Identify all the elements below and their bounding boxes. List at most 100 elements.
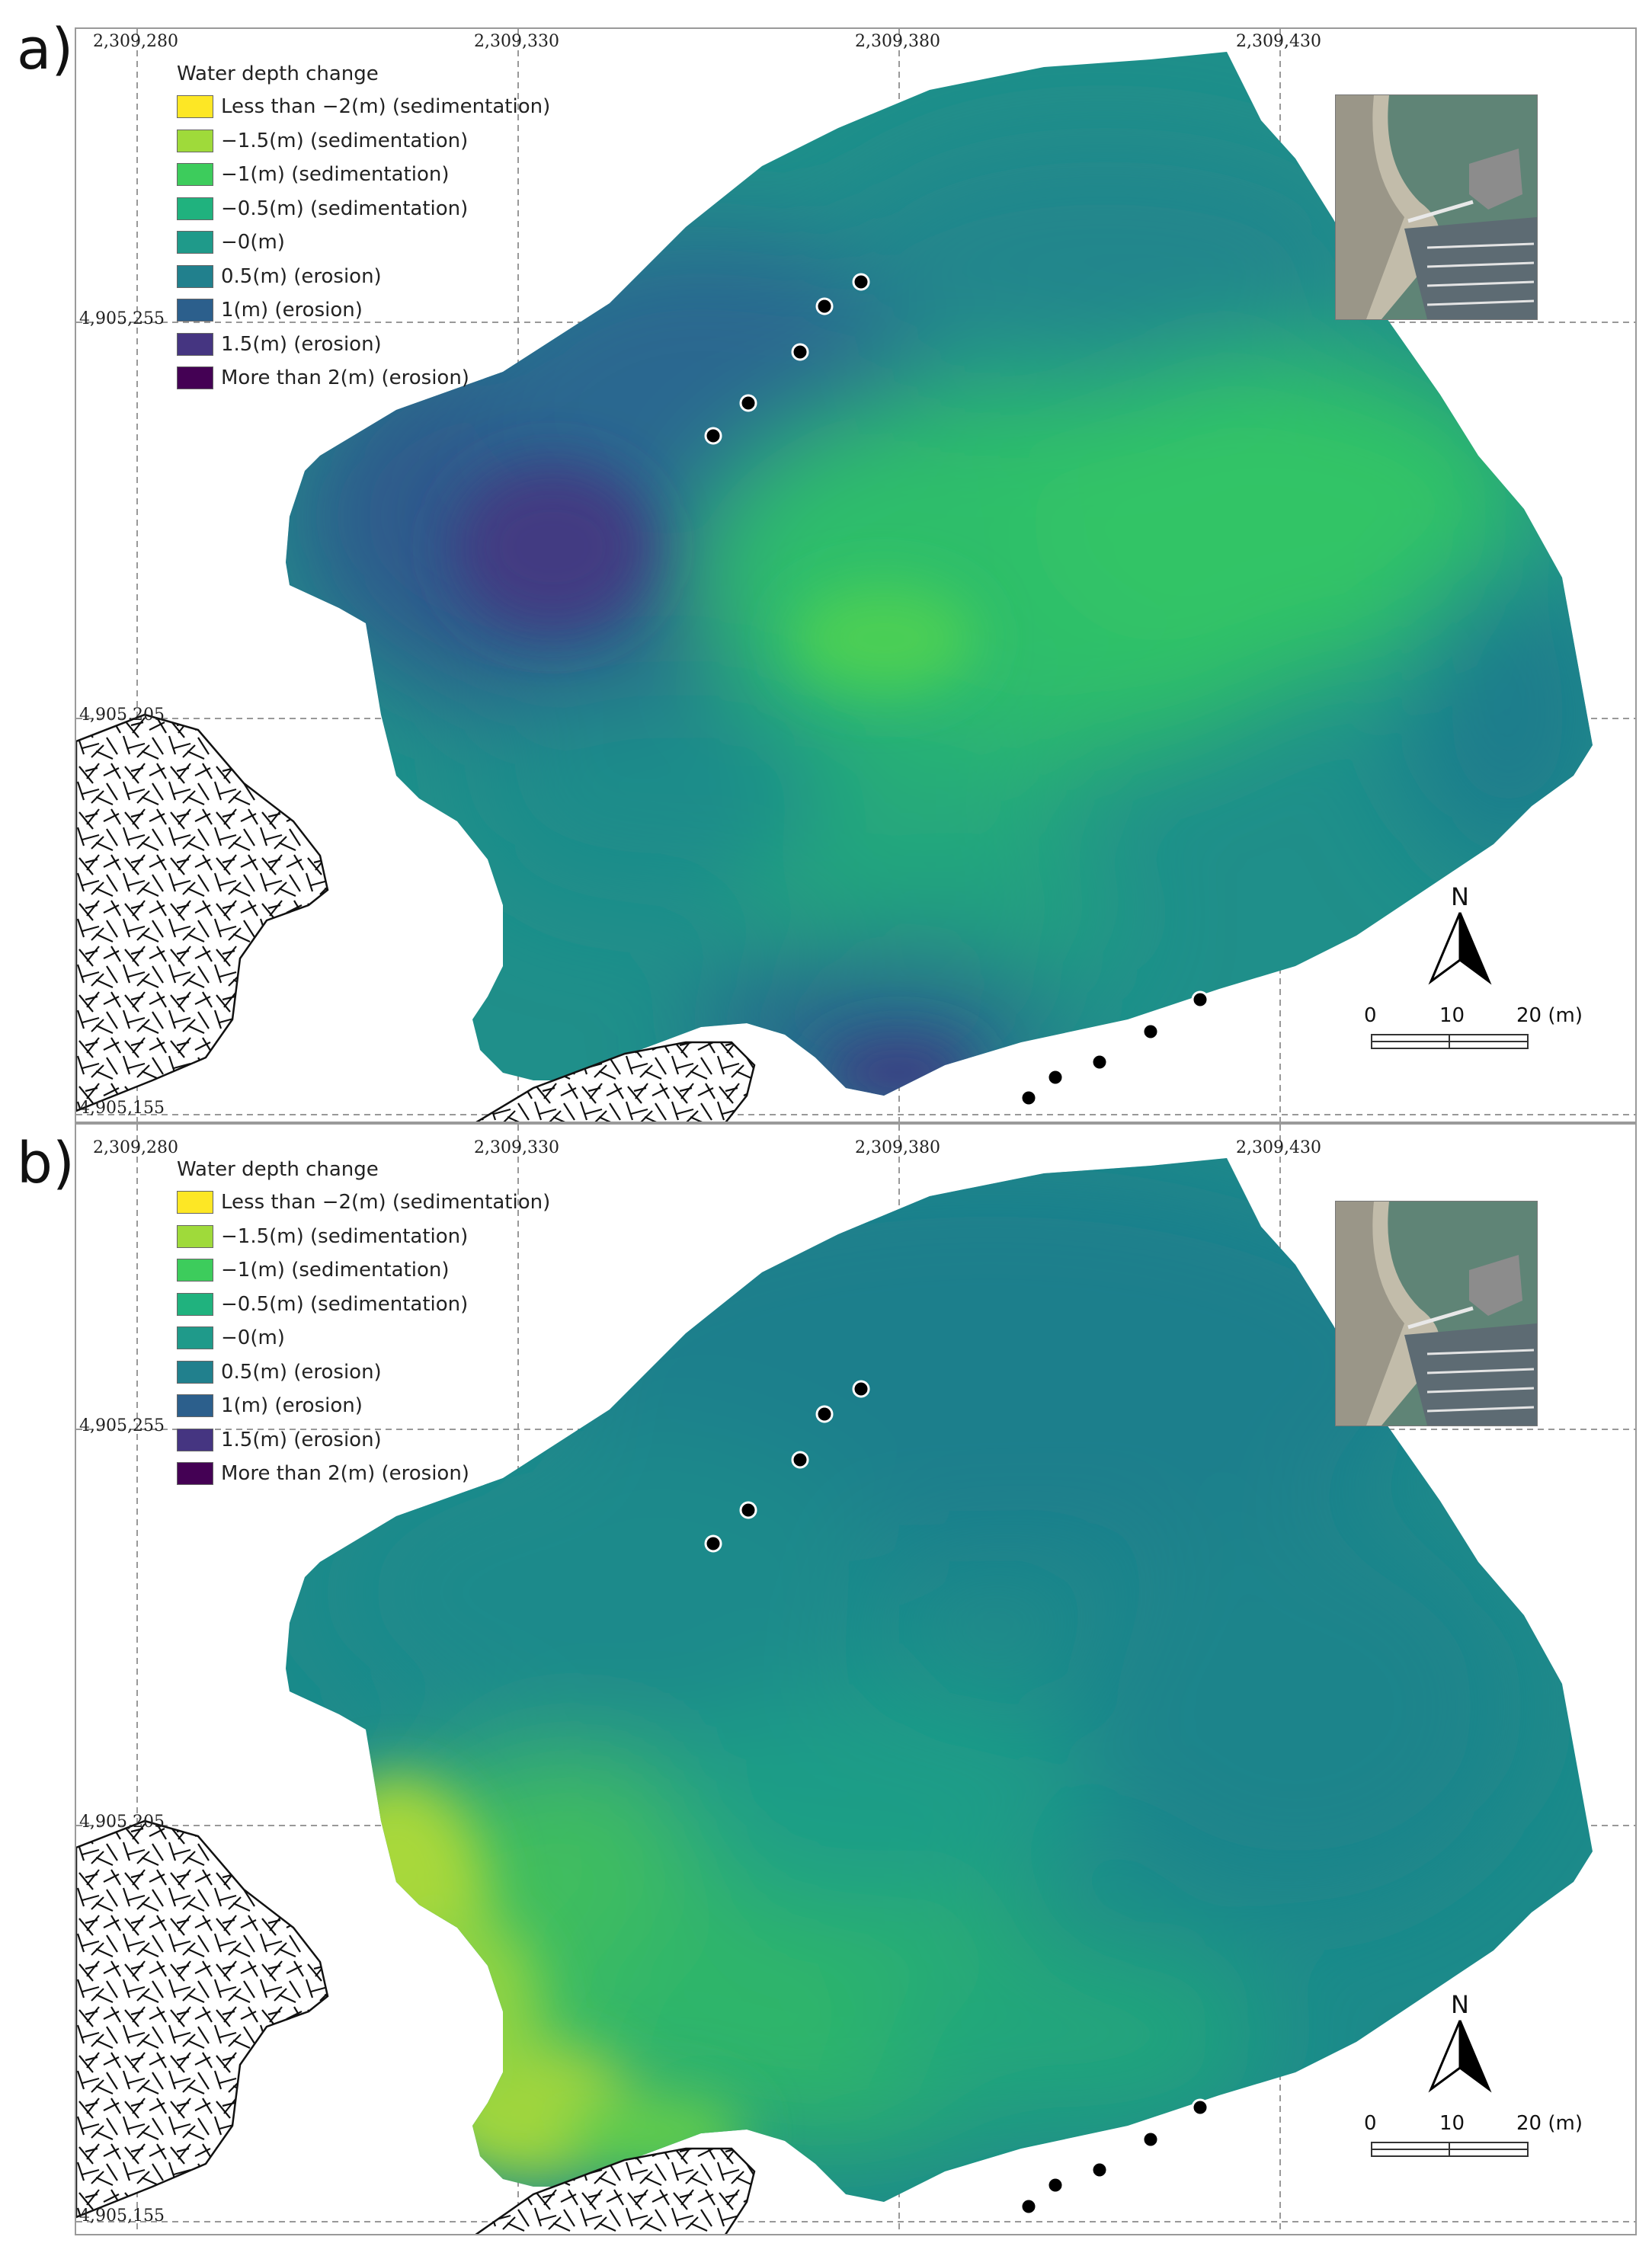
legend-item: 1(m) (erosion) — [177, 1389, 550, 1423]
legend-rows: Less than −2(m) (sedimentation) −1.5(m) (… — [177, 1186, 550, 1491]
legend-swatch — [177, 1462, 213, 1486]
map-canvas: N — [76, 1125, 1635, 2234]
legend-swatch — [177, 264, 213, 288]
legend-item: 1(m) (erosion) — [177, 293, 550, 328]
legend-swatch — [177, 332, 213, 356]
x-tick-label: 2,309,280 — [93, 32, 178, 51]
map-canvas: N — [76, 29, 1635, 1122]
inset-aerial-photo — [1335, 94, 1538, 320]
legend-label: −1(m) (sedimentation) — [221, 163, 450, 187]
legend-item: 1.5(m) (erosion) — [177, 1423, 550, 1458]
legend-item: −0.5(m) (sedimentation) — [177, 192, 550, 226]
legend-title: Water depth change — [177, 1158, 379, 1181]
legend-item: −0.5(m) (sedimentation) — [177, 1288, 550, 1322]
y-tick-label: 4,905,255 — [79, 1416, 165, 1435]
x-tick-label: 2,309,330 — [474, 1138, 559, 1157]
survey-points — [704, 273, 1209, 1107]
north-label: N — [1451, 882, 1469, 911]
legend-swatch — [177, 1428, 213, 1451]
legend-item: 1.5(m) (erosion) — [177, 328, 550, 362]
jetty-west — [76, 713, 329, 1112]
y-tick-label: 4,905,155 — [79, 2206, 165, 2226]
legend-label: −1.5(m) (sedimentation) — [221, 1224, 469, 1248]
legend-swatch — [177, 1292, 213, 1316]
legend-rows: Less than −2(m) (sedimentation) −1.5(m) (… — [177, 90, 550, 395]
legend-item: Less than −2(m) (sedimentation) — [177, 90, 550, 124]
legend-label: Less than −2(m) (sedimentation) — [221, 95, 551, 119]
panel-label: b) — [17, 1131, 75, 1196]
legend: Water depth change Less than −2(m) (sedi… — [177, 1158, 550, 1491]
legend-item: More than 2(m) (erosion) — [177, 1457, 550, 1491]
y-tick-label: 4,905,205 — [79, 1813, 165, 1832]
legend-item: 0.5(m) (erosion) — [177, 1355, 550, 1390]
north-label: N — [1451, 1990, 1469, 2019]
legend-swatch — [177, 1191, 213, 1214]
legend-label: −0(m) — [221, 1326, 285, 1350]
legend-item: More than 2(m) (erosion) — [177, 361, 550, 395]
legend-swatch — [177, 129, 213, 152]
legend-label: More than 2(m) (erosion) — [221, 366, 469, 390]
legend-swatch — [177, 95, 213, 119]
legend-swatch — [177, 1360, 213, 1384]
scale-label-0: 0 — [1364, 1004, 1377, 1027]
legend-swatch — [177, 1259, 213, 1282]
inset-aerial-photo — [1335, 1201, 1538, 1426]
jetty-south — [475, 1041, 756, 1122]
scale-label-10: 10 — [1439, 2112, 1465, 2135]
legend-swatch — [177, 197, 213, 220]
legend-item: −1(m) (sedimentation) — [177, 158, 550, 192]
scale-label-10: 10 — [1439, 1004, 1465, 1027]
x-tick-label: 2,309,430 — [1236, 1138, 1321, 1157]
legend-label: 1.5(m) (erosion) — [221, 332, 382, 356]
survey-points — [704, 1380, 1209, 2216]
legend-label: 0.5(m) (erosion) — [221, 1360, 382, 1384]
legend-item: Less than −2(m) (sedimentation) — [177, 1186, 550, 1220]
y-tick-label: 4,905,155 — [79, 1099, 165, 1118]
legend-item: −0(m) — [177, 1321, 550, 1355]
y-tick-label: 4,905,205 — [79, 706, 165, 725]
legend-swatch — [177, 366, 213, 390]
legend-item: −0(m) — [177, 226, 550, 260]
jetty-south — [475, 2147, 756, 2234]
legend-label: −0.5(m) (sedimentation) — [221, 197, 469, 220]
legend-item: −1.5(m) (sedimentation) — [177, 124, 550, 158]
panel-a: a) — [0, 0, 1652, 1123]
north-arrow-icon — [1428, 2020, 1492, 2093]
legend-label: Less than −2(m) (sedimentation) — [221, 1191, 551, 1214]
legend-label: −0.5(m) (sedimentation) — [221, 1292, 469, 1316]
map-frame: N 2,309,280 2,309,330 2,309,380 2,309,43… — [75, 1123, 1637, 2235]
legend-item: 0.5(m) (erosion) — [177, 260, 550, 294]
x-tick-label: 2,309,330 — [474, 32, 559, 51]
scale-label-20: 20 (m) — [1516, 2112, 1583, 2135]
x-tick-label: 2,309,430 — [1236, 32, 1321, 51]
jetty-west — [76, 1819, 329, 2219]
legend-label: 0.5(m) (erosion) — [221, 264, 382, 288]
scale-bar — [1371, 2142, 1529, 2157]
legend-label: −0(m) — [221, 231, 285, 254]
scale-bar — [1371, 1034, 1529, 1049]
legend-label: −1(m) (sedimentation) — [221, 1259, 450, 1282]
legend: Water depth change Less than −2(m) (sedi… — [177, 62, 550, 395]
y-tick-label: 4,905,255 — [79, 309, 165, 328]
legend-label: More than 2(m) (erosion) — [221, 1462, 469, 1486]
legend-title: Water depth change — [177, 62, 379, 85]
scale-label-20: 20 (m) — [1516, 1004, 1583, 1027]
legend-item: −1.5(m) (sedimentation) — [177, 1220, 550, 1254]
scale-label-0: 0 — [1364, 2112, 1377, 2135]
legend-label: 1(m) (erosion) — [221, 1394, 363, 1418]
legend-label: 1(m) (erosion) — [221, 299, 363, 322]
legend-label: −1.5(m) (sedimentation) — [221, 129, 469, 152]
panel-label: a) — [17, 17, 74, 82]
map-frame: N 2,309,280 2,309,330 2,309,380 2,309,43… — [75, 27, 1637, 1123]
legend-label: 1.5(m) (erosion) — [221, 1428, 382, 1451]
legend-swatch — [177, 1224, 213, 1248]
legend-swatch — [177, 163, 213, 187]
panel-b: b) — [0, 1123, 1652, 2256]
legend-swatch — [177, 231, 213, 254]
legend-swatch — [177, 1394, 213, 1418]
legend-swatch — [177, 299, 213, 322]
x-tick-label: 2,309,280 — [93, 1138, 178, 1157]
legend-swatch — [177, 1326, 213, 1350]
x-tick-label: 2,309,380 — [855, 1138, 940, 1157]
legend-item: −1(m) (sedimentation) — [177, 1253, 550, 1288]
